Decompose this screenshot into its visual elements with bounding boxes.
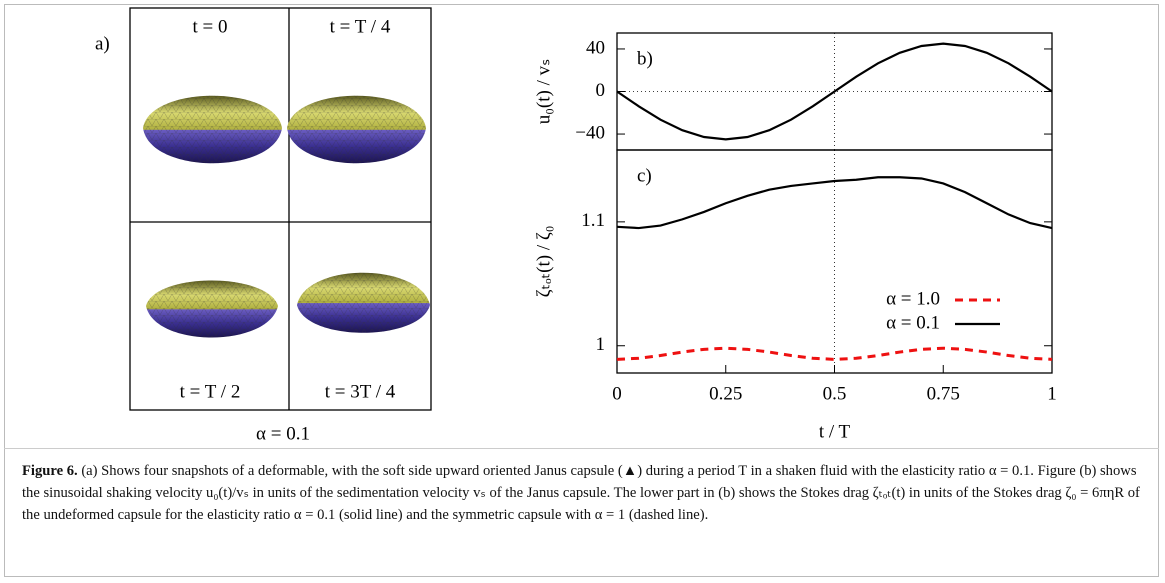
- panel-a: a) t = 0 t = T / 4 t = T / 2 t = 3T / 4 …: [95, 7, 432, 444]
- panel-label: b): [637, 48, 653, 69]
- y-tick-label: 1.1: [581, 210, 605, 231]
- x-axis-label: t / T: [819, 421, 851, 442]
- panel-label: a): [95, 33, 110, 54]
- capsule: [143, 95, 282, 164]
- panel-label: c): [637, 165, 652, 186]
- legend-label: α = 0.1: [886, 312, 940, 333]
- capsule: [146, 280, 278, 338]
- panel-box: [129, 7, 432, 411]
- panel-footer: α = 0.1: [256, 423, 310, 444]
- y-axis-label: ζₜₒₜ(t) / ζ₀: [533, 226, 554, 298]
- y-tick-label: 1: [596, 334, 606, 355]
- plot-frame: [616, 149, 1053, 374]
- x-tick-label: 0.75: [927, 383, 960, 404]
- data-line: [616, 346, 1053, 361]
- separator: [4, 448, 1159, 449]
- data-line: [616, 42, 1053, 141]
- y-axis-label: u₀(t) / vₛ: [533, 59, 554, 124]
- x-tick-label: 0.5: [823, 383, 847, 404]
- figure-frame: [4, 4, 1159, 577]
- capsule: [297, 272, 430, 333]
- cell-label: t = 3T / 4: [325, 381, 396, 402]
- cell-label: t = 0: [193, 16, 228, 37]
- y-tick-label: 40: [586, 37, 605, 58]
- x-tick-label: 0: [612, 383, 622, 404]
- x-tick-label: 1: [1047, 383, 1057, 404]
- caption-text: (a) Shows four snapshots of a deformable…: [22, 463, 1140, 523]
- x-tick-label: 0.25: [709, 383, 742, 404]
- cell-label: t = T / 4: [330, 16, 391, 37]
- capsule: [287, 95, 426, 164]
- caption-label: Figure 6.: [22, 463, 78, 479]
- y-tick-label: −40: [575, 122, 605, 143]
- y-tick-label: 0: [596, 80, 606, 101]
- data-line: [616, 176, 1053, 230]
- caption: Figure 6. (a) Shows four snapshots of a …: [22, 460, 1142, 526]
- figure: a) t = 0 t = T / 4 t = T / 2 t = 3T / 4 …: [95, 7, 1057, 444]
- legend-label: α = 1.0: [886, 288, 940, 309]
- cell-label: t = T / 2: [180, 381, 241, 402]
